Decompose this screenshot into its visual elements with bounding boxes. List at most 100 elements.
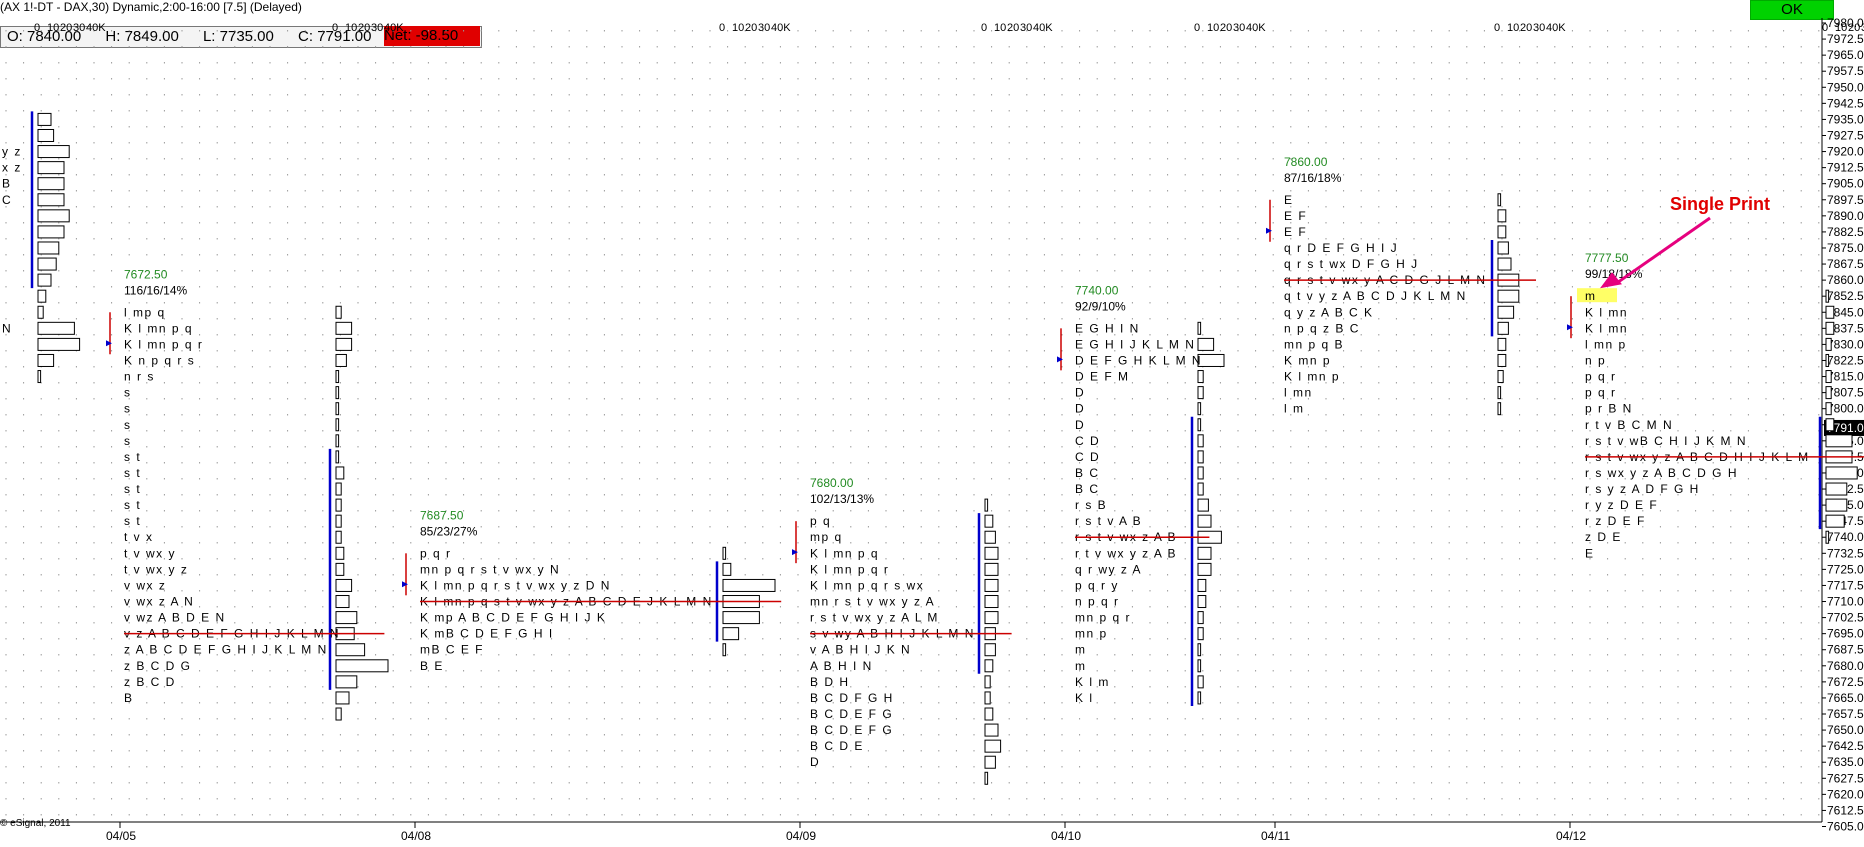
price-tick-label: 7837.50	[1827, 321, 1864, 335]
tpo-letters: D	[1075, 418, 1085, 432]
tpo-letters: D E F M	[1075, 370, 1130, 384]
profile-stats-label: 116/16/14%	[124, 283, 187, 297]
esignal-credit: © eSignal, 2011	[0, 818, 71, 829]
price-tick-label: 7935.00	[1827, 112, 1864, 126]
volume-bar	[984, 643, 996, 657]
volume-scale-label: 20	[358, 22, 370, 34]
volume-bar	[1825, 530, 1830, 544]
tpo-letters: l mn p	[1585, 337, 1627, 351]
volume-bar	[1197, 321, 1202, 335]
volume-bar	[335, 386, 340, 400]
price-tick-label: 7882.50	[1827, 225, 1864, 239]
volume-bar	[1197, 691, 1202, 705]
price-tick-label: 7740.00	[1827, 530, 1864, 544]
single-print-highlight	[1577, 288, 1617, 303]
tpo-letters: D	[1075, 402, 1085, 416]
volume-scale-label: 40K	[771, 22, 791, 34]
volume-bar	[37, 273, 52, 287]
volume-scale-label: 20	[60, 22, 72, 34]
price-tick-label: 7905.00	[1827, 177, 1864, 191]
volume-bar	[335, 578, 353, 592]
tpo-letters: D	[810, 755, 820, 769]
profile-stats-label: 85/23/27%	[420, 524, 478, 538]
volume-scale-label: 40K	[1033, 22, 1053, 34]
tpo-letters: q r wy z A	[1075, 562, 1142, 576]
volume-scale-label: 0	[719, 22, 725, 34]
tpo-letters: r t v wx y z A B	[1075, 546, 1177, 560]
volume-scale-label: 30	[1233, 22, 1245, 34]
volume-scale-label: 20	[1848, 22, 1860, 34]
volume-bar	[37, 161, 65, 175]
tpo-letters: K n p q r s	[124, 353, 195, 367]
tpo-letters: E G H I J K L M N	[1075, 337, 1195, 351]
volume-bar	[984, 498, 989, 512]
poc-price-label: 7672.50	[124, 267, 168, 281]
tpo-letters: K mn p	[1284, 353, 1331, 367]
price-tick-label: 7642.50	[1827, 739, 1864, 753]
chart-header: (AX 1!-DT - DAX,30) Dynamic,2:00-16:00 […	[0, 0, 302, 14]
volume-bar	[984, 530, 996, 544]
volume-bar	[1197, 466, 1204, 480]
volume-bar	[335, 546, 345, 560]
poc-price-label: 7860.00	[1284, 155, 1328, 169]
volume-bar	[37, 257, 57, 271]
volume-bar	[1497, 225, 1507, 239]
volume-bar	[37, 353, 55, 367]
tpo-letters: N	[2, 321, 12, 335]
tpo-letters: p q r y	[1075, 578, 1119, 592]
volume-bar	[1197, 434, 1204, 448]
volume-scale-label: 30	[1533, 22, 1545, 34]
tpo-letters: m	[1075, 643, 1087, 657]
volume-bar	[984, 739, 1002, 753]
tpo-letters: K l mn p q	[124, 321, 193, 335]
tpo-letters: B C D E F G	[810, 723, 893, 737]
volume-bar	[984, 691, 991, 705]
tpo-letters: s t	[124, 514, 141, 528]
volume-scale-label: 10	[1207, 22, 1219, 34]
tpo-letters: mB C E F	[420, 643, 484, 657]
tpo-letters: B	[2, 177, 12, 191]
volume-bar	[722, 546, 727, 560]
volume-bar	[1497, 386, 1502, 400]
net-change-badge: Net: -98.50	[384, 26, 480, 46]
tpo-letters: n r s	[124, 370, 155, 384]
tpo-letters: z A B C D E F G H I J K L M N	[124, 643, 328, 657]
price-tick-label: 7612.50	[1827, 803, 1864, 817]
price-tick-label: 7635.00	[1827, 755, 1864, 769]
volume-bar	[1825, 466, 1858, 480]
price-tick-label: 7912.50	[1827, 161, 1864, 175]
tpo-letters: B C D F G H	[810, 691, 894, 705]
low-value: L: 7735.00	[202, 28, 274, 45]
tpo-letters: D E F G H K L M N	[1075, 353, 1202, 367]
tpo-letters: E G H I N	[1075, 321, 1140, 335]
ok-button[interactable]: OK	[1750, 0, 1834, 20]
volume-bar	[37, 337, 81, 351]
tpo-letters: B D H	[810, 675, 850, 689]
tpo-letters: B E	[420, 659, 444, 673]
tpo-letters: r z D E F	[1585, 514, 1646, 528]
volume-bar	[1197, 482, 1204, 496]
date-label: 04/08	[401, 829, 431, 843]
tpo-letters: p q r	[1585, 370, 1617, 384]
price-tick-label: 7890.00	[1827, 209, 1864, 223]
tpo-letters: v wx z A N	[124, 595, 194, 609]
volume-bar	[1197, 514, 1212, 528]
volume-bar	[1197, 353, 1225, 367]
tpo-letters: B C	[1075, 466, 1100, 480]
poc-price-label: 7687.50	[420, 508, 464, 522]
volume-bar	[1197, 546, 1212, 560]
volume-bar	[1497, 193, 1502, 207]
poc-price-label: 7740.00	[1075, 283, 1119, 297]
volume-scale-label: 30	[1861, 22, 1864, 34]
current-price-label: 7791.00	[1827, 421, 1864, 435]
volume-scale-label: 10	[1835, 22, 1847, 34]
tpo-letters: mn p q r	[1075, 611, 1131, 625]
volume-bar	[335, 482, 342, 496]
date-label: 04/11	[1261, 829, 1290, 843]
volume-bar	[1497, 289, 1520, 303]
volume-bar	[37, 321, 75, 335]
tpo-letters: K l mn	[1585, 321, 1628, 335]
tpo-letters: t v wx y	[124, 546, 176, 560]
price-tick-label: 7852.50	[1827, 289, 1864, 303]
